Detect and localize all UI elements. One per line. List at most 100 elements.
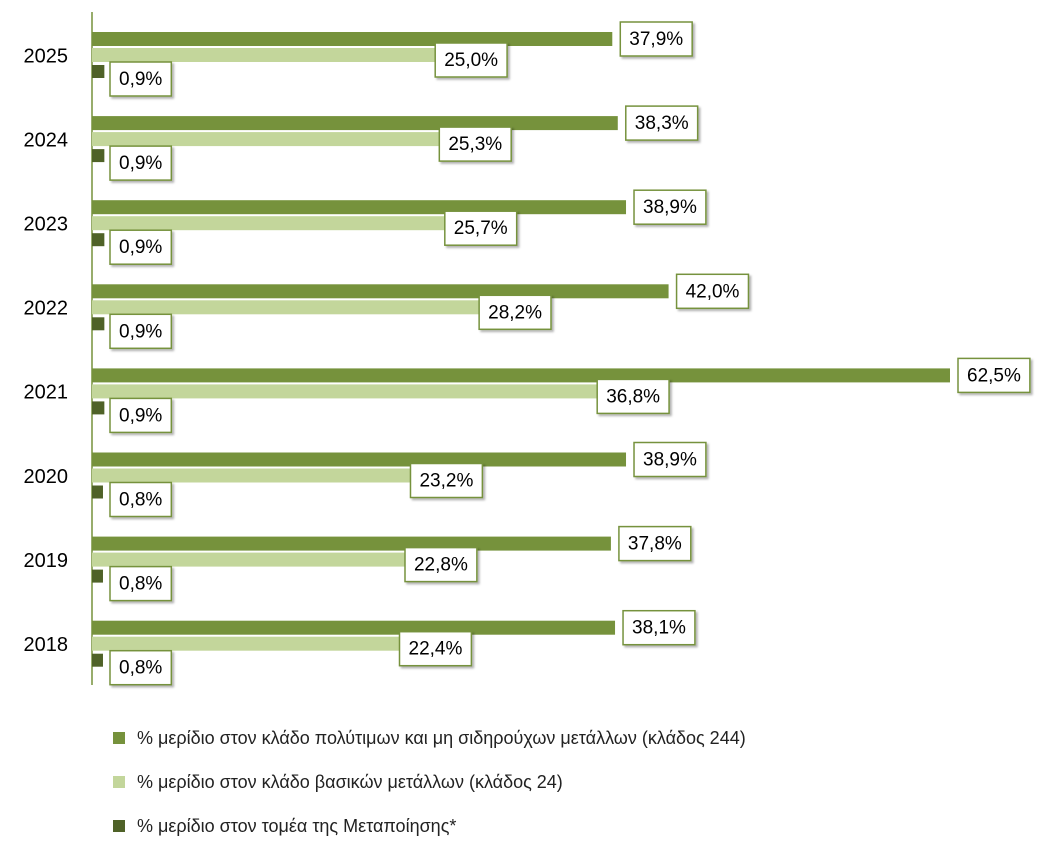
- bar: [92, 653, 103, 667]
- data-label-box: [625, 105, 699, 141]
- bar: [92, 636, 400, 651]
- data-label: 28,2%: [488, 302, 542, 323]
- y-tick-label: 2021: [24, 382, 69, 404]
- data-label-group: 42,0%: [675, 273, 750, 310]
- data-label-group: 62,5%: [957, 357, 1031, 394]
- data-label-group: 25,7%: [444, 210, 518, 246]
- data-label-box: [109, 229, 173, 265]
- data-label: 0,9%: [119, 405, 162, 426]
- data-label-box: [957, 357, 1031, 394]
- bar: [92, 32, 613, 46]
- bar: [92, 317, 105, 331]
- y-tick-label: 2024: [24, 129, 69, 151]
- legend-label: % μερίδιο στον τομέα της Μεταποίησης*: [137, 816, 456, 836]
- y-tick-label: 2023: [24, 213, 69, 235]
- data-label-group: 22,4%: [398, 630, 473, 667]
- bar: [92, 552, 405, 567]
- data-label-group: 0,9%: [109, 229, 173, 265]
- data-label-box: [619, 21, 693, 57]
- data-label-group: 38,3%: [625, 105, 699, 141]
- legend-swatch: [113, 820, 125, 832]
- data-label-group: 0,8%: [109, 565, 173, 602]
- data-label: 37,9%: [629, 29, 683, 50]
- data-label-box: [109, 565, 173, 602]
- data-label-box: [622, 609, 696, 646]
- bar: [92, 200, 627, 215]
- data-label: 0,8%: [119, 490, 162, 511]
- bar: [92, 48, 436, 62]
- bar: [92, 468, 411, 483]
- data-label-group: 0,8%: [109, 649, 173, 686]
- data-label-group: 36,8%: [596, 378, 670, 415]
- data-label-group: 38,9%: [633, 189, 707, 225]
- y-tick-label: 2025: [24, 45, 69, 67]
- bar: [92, 65, 105, 78]
- data-label-box: [409, 462, 484, 499]
- bar: [92, 368, 950, 383]
- bar: [92, 569, 103, 583]
- data-label-group: 25,3%: [438, 126, 512, 162]
- bar: [92, 384, 598, 399]
- data-label-box: [438, 126, 512, 162]
- data-label-box: [109, 649, 173, 686]
- data-label-box: [618, 525, 692, 562]
- data-label: 0,9%: [119, 237, 162, 258]
- legend-label: % μερίδιο στον κλάδο πολύτιμων και μη σι…: [137, 728, 746, 748]
- data-label: 38,9%: [643, 450, 697, 471]
- y-tick-label: 2020: [24, 466, 69, 488]
- data-label-group: 37,8%: [618, 525, 692, 562]
- data-label: 0,9%: [119, 69, 162, 90]
- data-label-group: 28,2%: [478, 294, 552, 331]
- data-label: 22,8%: [414, 555, 468, 576]
- y-tick-label: 2022: [24, 298, 69, 320]
- data-label-group: 0,9%: [109, 397, 173, 434]
- data-label: 42,0%: [686, 281, 740, 302]
- bar: [92, 216, 445, 231]
- data-label: 38,9%: [643, 197, 697, 218]
- data-label-box: [444, 210, 518, 246]
- data-label-group: 0,9%: [109, 313, 173, 350]
- data-label-group: 38,1%: [622, 609, 696, 646]
- data-label-box: [109, 145, 173, 181]
- data-label: 38,3%: [635, 113, 689, 134]
- data-label-group: 0,8%: [109, 481, 173, 518]
- legend-swatch: [113, 732, 125, 744]
- data-label: 0,9%: [119, 153, 162, 174]
- bar: [92, 132, 440, 147]
- bar: [92, 485, 103, 499]
- data-label-group: 25,0%: [434, 42, 508, 78]
- data-label-group: 0,9%: [109, 61, 173, 97]
- y-tick-label: 2019: [24, 550, 69, 572]
- data-label-group: 0,9%: [109, 145, 173, 181]
- bar: [92, 149, 105, 163]
- legend-swatch: [113, 776, 125, 788]
- data-label: 62,5%: [967, 365, 1021, 386]
- data-label: 22,4%: [409, 639, 463, 660]
- data-label: 36,8%: [606, 386, 660, 407]
- bar: [92, 116, 618, 131]
- bar: [92, 620, 616, 635]
- data-label: 37,8%: [628, 534, 682, 555]
- data-label-box: [478, 294, 552, 331]
- bar: [92, 233, 105, 247]
- data-label-box: [109, 481, 173, 518]
- data-label: 0,8%: [119, 658, 162, 679]
- data-label: 0,8%: [119, 574, 162, 595]
- legend-label: % μερίδιο στον κλάδο βασικών μετάλλων (κ…: [137, 772, 563, 792]
- data-label-box: [404, 546, 478, 583]
- y-tick-label: 2018: [24, 634, 69, 656]
- data-label-group: 22,8%: [404, 546, 478, 583]
- bar: [92, 300, 480, 315]
- data-label-box: [398, 630, 473, 667]
- data-label: 25,0%: [444, 50, 498, 71]
- bar: [92, 536, 611, 551]
- data-label-box: [675, 273, 750, 310]
- data-label-box: [596, 378, 670, 415]
- data-label-group: 37,9%: [619, 21, 693, 57]
- data-label-box: [434, 42, 508, 78]
- bar: [92, 452, 627, 467]
- bar: [92, 284, 669, 299]
- data-label: 25,7%: [454, 218, 508, 239]
- data-label-group: 23,2%: [409, 462, 484, 499]
- data-label-box: [633, 441, 707, 478]
